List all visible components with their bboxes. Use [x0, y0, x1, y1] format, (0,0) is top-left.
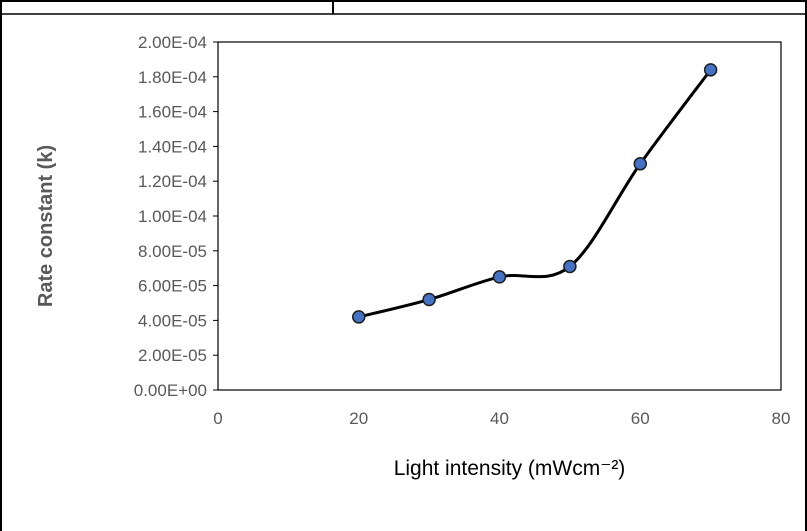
data-point [633, 157, 647, 171]
x-tick-label: 0 [213, 409, 222, 428]
data-point [703, 63, 718, 77]
data-markers [352, 63, 718, 324]
data-point [422, 292, 436, 307]
y-tick-label: 1.80E-04 [138, 68, 207, 87]
y-tick-label: 1.40E-04 [138, 137, 207, 156]
x-tick-label: 40 [490, 409, 509, 428]
y-tick-label: 6.00E-05 [138, 277, 207, 296]
y-tick-label: 2.00E-05 [138, 346, 207, 365]
series-line [358, 68, 712, 319]
x-tick-label: 80 [772, 409, 791, 428]
y-tick-label: 1.20E-04 [138, 172, 207, 191]
plot-frame [217, 41, 782, 391]
data-point [352, 310, 366, 324]
x-tick-label: 20 [349, 409, 368, 428]
y-axis-label: Rate constant (k) [35, 145, 57, 307]
y-tick-label: 0.00E+00 [134, 381, 207, 400]
y-tick-label: 4.00E-05 [138, 311, 207, 330]
y-tick-label: 2.00E-04 [138, 33, 207, 52]
data-point [492, 270, 507, 284]
x-axis-label: Light intensity (mWcm⁻²) [394, 457, 626, 480]
y-axis-ticks: 0.00E+00 2.00E-05 4.00E-05 6.00E-05 8.00E-05… [134, 33, 218, 400]
y-tick-label: 1.00E-04 [138, 207, 207, 226]
y-tick-label: 1.60E-04 [138, 103, 207, 122]
data-point [563, 259, 577, 274]
x-tick-label: 60 [631, 409, 650, 428]
x-axis-ticks: 0 20 40 60 80 [213, 409, 790, 428]
y-tick-label: 8.00E-05 [138, 242, 207, 261]
